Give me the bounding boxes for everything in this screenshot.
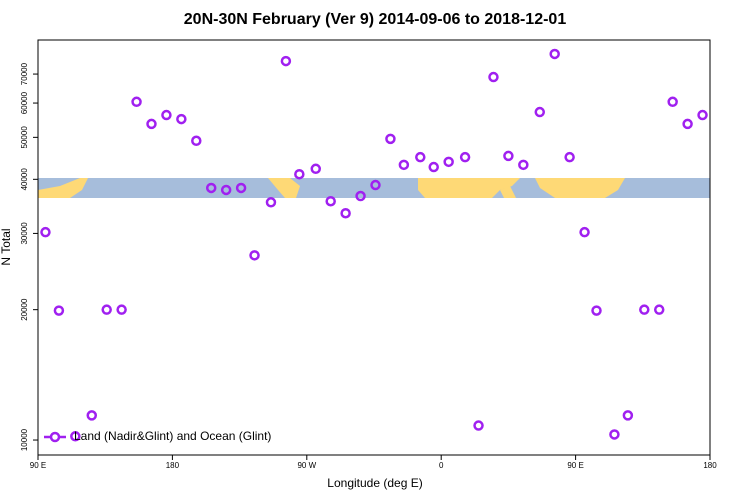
point [549,48,560,60]
point [370,179,381,191]
point [579,226,590,238]
point [294,168,305,180]
y-tick-label: 70000 [20,62,29,85]
legend-marker [49,431,61,443]
x-tick-label: 0 [439,461,444,470]
point [398,159,410,171]
x-axis-label: Longitude (deg E) [327,476,422,490]
point [116,304,127,315]
point [591,305,602,316]
point [340,207,351,219]
point [355,190,366,202]
point [70,431,81,442]
point [443,156,454,168]
point [639,304,650,315]
point [131,96,142,108]
point [534,106,546,118]
point [280,55,292,67]
x-tick-label: 180 [166,461,180,470]
point [622,410,634,421]
point [265,197,277,208]
point [682,118,693,130]
point [564,151,575,163]
point [205,182,217,194]
x-tick-label: 90 W [297,461,316,470]
x-tick-label: 90 E [567,461,583,470]
legend-label: Land (Nadir&Glint) and Ocean (Glint) [74,429,271,443]
point [518,159,529,171]
point [428,161,439,173]
y-axis-label: N Total [0,228,13,265]
point [53,305,65,316]
point [459,151,471,163]
point [667,96,678,108]
point [697,109,708,121]
point [249,250,260,261]
point [40,226,51,238]
point [609,429,620,440]
y-tick-label: 20000 [20,298,29,321]
point [101,304,112,315]
point [146,118,157,130]
point [385,133,396,145]
point [220,184,232,196]
y-tick-label: 10000 [20,428,29,451]
plot-box [37,39,711,456]
point [473,420,484,431]
point [310,163,322,175]
point [503,150,514,162]
point [176,113,187,125]
point [191,135,202,147]
y-tick-label: 50000 [20,126,29,149]
point [653,304,665,315]
x-tick-label: 90 E [30,461,46,470]
chart-title: 20N-30N February (Ver 9) 2014-09-06 to 2… [184,11,567,28]
point [325,195,336,207]
point [415,151,426,163]
point [161,109,172,121]
y-tick-label: 60000 [20,91,29,114]
y-tick-label: 40000 [20,168,29,191]
x-tick-label: 180 [703,461,717,470]
point [235,182,247,194]
point [86,410,98,421]
y-tick-label: 30000 [20,222,29,245]
point [488,71,499,83]
